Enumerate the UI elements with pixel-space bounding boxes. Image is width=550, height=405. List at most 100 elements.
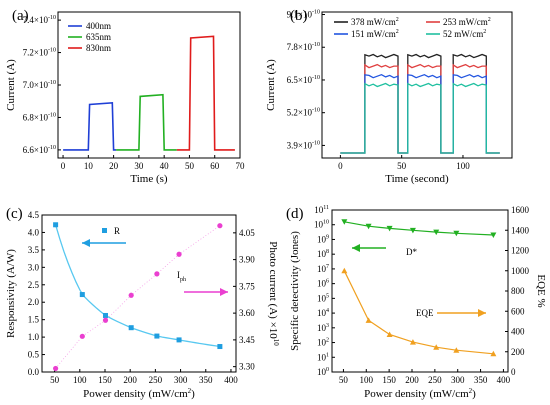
x-tick-label: 400 — [497, 375, 511, 385]
y-tick-label: 3.9×10-10 — [287, 140, 320, 150]
x-tick-label: 0 — [61, 161, 66, 171]
legend-label: 52 mW/cm2 — [443, 29, 486, 39]
x-axis-label: Power density (mW/cm2) — [364, 387, 476, 400]
y2-tick-label: 1600 — [511, 205, 530, 215]
responsivity-point — [102, 312, 108, 318]
plot-frame — [41, 214, 237, 373]
y-tick-label: 7.0×10-10 — [23, 80, 56, 90]
y-tick-label: 1.0 — [28, 332, 40, 342]
x-tick-label: 300 — [174, 375, 188, 385]
x-tick-label: 200 — [405, 375, 419, 385]
y-tick-label: 6.6×10-10 — [23, 145, 56, 155]
x-tick-label: 250 — [149, 375, 163, 385]
y-tick-label: 103 — [317, 323, 329, 333]
responsivity-point — [79, 292, 85, 298]
panel-a: 0 10 20 30 40 50 60 706.6×10-106.8×10-107.0×10-… — [5, 8, 245, 185]
y-tick-exponent: 1 — [326, 352, 329, 358]
responsivity-point — [176, 337, 182, 343]
y-tick-base: 10 — [317, 338, 327, 348]
detectivity-point — [490, 232, 497, 239]
y-tick-base: 10 — [317, 234, 327, 244]
y-tick-label: 7.4×10-10 — [23, 15, 56, 25]
series-line — [340, 63, 500, 154]
x-tick-label: 400 — [224, 375, 238, 385]
y-tick-base: 10 — [317, 249, 327, 259]
series-line — [176, 35, 235, 151]
eqe-point — [490, 350, 497, 357]
legend-label-text: 151 mW/cm — [351, 29, 396, 39]
y-axis-label: Current (A) — [5, 59, 17, 111]
y-tick-base: 10 — [317, 264, 327, 274]
detectivity-point — [409, 227, 416, 234]
panel-label: (a) — [12, 8, 29, 24]
tick-mantissa: 7.0×10 — [23, 80, 49, 90]
tick-mantissa: 6.5×10 — [287, 75, 313, 85]
x-tick-label: 30 — [134, 161, 144, 171]
panel-d: 50 100 150 200 250 300 350 40010010110210310410… — [286, 205, 547, 400]
y-tick-label: 1011 — [314, 205, 329, 215]
y-tick-base: 10 — [317, 308, 327, 318]
y-tick-label: 5.2×10-10 — [287, 108, 320, 118]
panel-c: 50 100 150 200 250 300 350 400 0.0 0.5 1.0 1.5 2.0 2.… — [5, 206, 280, 400]
panel-label: (d) — [286, 206, 304, 222]
tick-exponent: -10 — [312, 10, 320, 16]
y-tick-base: 10 — [317, 293, 327, 303]
legend-label-R: R — [114, 226, 120, 236]
series-line — [340, 53, 500, 154]
x-axis-label: Time (second) — [385, 173, 449, 185]
series-line — [63, 101, 117, 151]
x-tick-label: 50 — [339, 375, 349, 385]
responsivity-point — [217, 344, 223, 350]
y-tick-label: 107 — [317, 264, 329, 274]
x-tick-label: 250 — [428, 375, 442, 385]
y2-tick-label: 3.75 — [239, 281, 255, 291]
tick-exponent: -10 — [312, 42, 320, 48]
arrow-to-right-axis-head — [220, 288, 228, 296]
y-tick-label: 4.5 — [28, 210, 40, 220]
y2-tick-label: 1400 — [511, 225, 530, 235]
tick-exponent: -10 — [48, 15, 56, 21]
tick-mantissa: 6.8×10 — [23, 112, 49, 122]
legend-label-Iph: Iph — [177, 270, 186, 283]
responsivity-point — [128, 325, 134, 331]
tick-exponent: -10 — [48, 48, 56, 54]
y-tick-label: 4.0 — [28, 227, 40, 237]
arrow-to-right-axis-head — [478, 309, 486, 317]
y-tick-label: 1.5 — [28, 315, 40, 325]
x-axis-label-text: Power density (mW/cm — [83, 388, 188, 400]
eqe-point — [365, 317, 372, 323]
x-tick-label: 50 — [50, 375, 60, 385]
y2-axis-label: EQE % — [535, 274, 547, 307]
y2-axis-label-exp: 10 — [272, 339, 280, 347]
y-tick-label: 105 — [317, 293, 329, 303]
legend-marker-R — [102, 228, 107, 233]
y-tick-exponent: 10 — [323, 220, 329, 226]
eqe-point — [409, 339, 416, 345]
x-tick-label: 150 — [98, 375, 112, 385]
photocurrent-point — [176, 251, 182, 257]
y-tick-exponent: 4 — [326, 308, 329, 314]
y-tick-exponent: 3 — [326, 323, 329, 329]
y-tick-label: 104 — [317, 308, 329, 318]
y-tick-base: 10 — [317, 279, 327, 289]
series-line — [340, 73, 500, 154]
legend-label: 253 mW/cm2 — [443, 17, 491, 27]
y-tick-label: 108 — [317, 249, 329, 259]
detectivity-point — [341, 219, 348, 225]
y-axis-label: Specific detectivity (Jones) — [289, 231, 301, 351]
detectivity-point — [386, 225, 393, 232]
legend-label-Iph-text: I — [177, 270, 180, 280]
legend-label-text: 253 mW/cm — [443, 17, 488, 27]
y-tick-label: 6.5×10-10 — [287, 75, 320, 85]
x-axis-label: Time (s) — [130, 173, 168, 185]
legend-label-sup: 2 — [396, 29, 399, 35]
detectivity-point — [365, 223, 372, 230]
eqe-point — [386, 331, 393, 338]
y2-axis-label: Photo current (A) ×1010 — [267, 241, 280, 346]
legend-label-EQE: EQE — [416, 308, 434, 318]
y-tick-exponent: 6 — [326, 279, 329, 285]
panel-label: (c) — [6, 206, 23, 222]
y-tick-base: 10 — [317, 323, 327, 333]
legend-label: 378 mW/cm2 — [351, 17, 399, 27]
